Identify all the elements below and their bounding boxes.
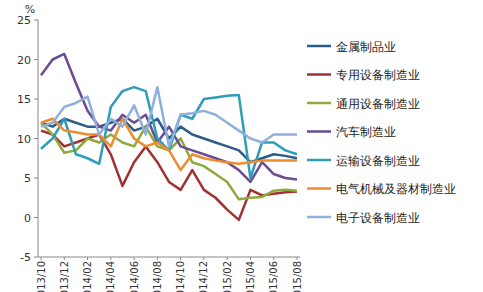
tick-mark: [34, 99, 38, 100]
y-tick-label: -5: [20, 251, 31, 264]
y-tick-label: 15: [17, 93, 31, 106]
legend-swatch: [307, 45, 331, 48]
legend-swatch: [307, 159, 331, 162]
x-tick-label: 2014/04: [105, 261, 116, 292]
tick-mark: [34, 257, 38, 258]
x-tick-label: 2015/08: [292, 261, 303, 292]
x-tick-label: 2015/06: [268, 261, 279, 292]
x-tick-label: 2015/04: [245, 261, 256, 292]
x-tick-label: 2014/06: [129, 261, 140, 292]
x-tick-label: 2014/12: [198, 261, 209, 292]
x-tick: [203, 257, 204, 260]
legend-label: 电子设备制造业: [336, 211, 420, 225]
x-tick: [87, 257, 88, 260]
y-axis: [38, 20, 39, 257]
y-tick-label: 0: [24, 212, 31, 225]
legend-label: 通用设备制造业: [336, 97, 420, 111]
tick-mark: [34, 217, 38, 218]
y-axis-label: %: [25, 3, 35, 16]
x-tick: [297, 257, 298, 260]
tick-mark: [34, 138, 38, 139]
x-tick-label: 2014/08: [152, 261, 163, 292]
x-tick-label: 2014/02: [82, 261, 93, 292]
x-tick: [41, 257, 42, 260]
x-tick: [157, 257, 158, 260]
x-tick: [273, 257, 274, 260]
x-tick-label: 2013/10: [36, 261, 47, 292]
x-tick: [134, 257, 135, 260]
y-tick-label: 5: [24, 172, 31, 185]
y-tick-label: 10: [17, 133, 31, 146]
y-tick-label: 20: [17, 54, 31, 67]
tick-mark: [34, 178, 38, 179]
x-tick-label: 2015/02: [222, 261, 233, 292]
legend-label: 电气机械及器材制造业: [336, 182, 456, 196]
legend-swatch: [307, 73, 331, 76]
legend-label: 金属制品业: [336, 40, 396, 54]
legend-swatch: [307, 130, 331, 133]
chart: -50510152025%2013/102013/122014/022014/0…: [0, 0, 483, 292]
x-axis: [38, 257, 300, 258]
tick-mark: [34, 20, 38, 21]
series-line: [41, 54, 297, 182]
legend-label: 运输设备制造业: [336, 154, 420, 168]
x-tick-label: 2013/12: [59, 261, 70, 292]
x-tick: [250, 257, 251, 260]
series-line: [41, 87, 297, 178]
series-line: [41, 87, 297, 146]
x-tick: [227, 257, 228, 260]
x-tick-label: 2014/10: [175, 261, 186, 292]
legend-swatch: [307, 187, 331, 190]
x-tick: [180, 257, 181, 260]
plot-area: [41, 54, 297, 220]
legend-label: 专用设备制造业: [336, 68, 420, 82]
legend-swatch: [307, 216, 331, 219]
x-tick: [64, 257, 65, 260]
legend-label: 汽车制造业: [336, 125, 396, 139]
x-tick: [110, 257, 111, 260]
tick-mark: [34, 59, 38, 60]
legend-swatch: [307, 102, 331, 105]
